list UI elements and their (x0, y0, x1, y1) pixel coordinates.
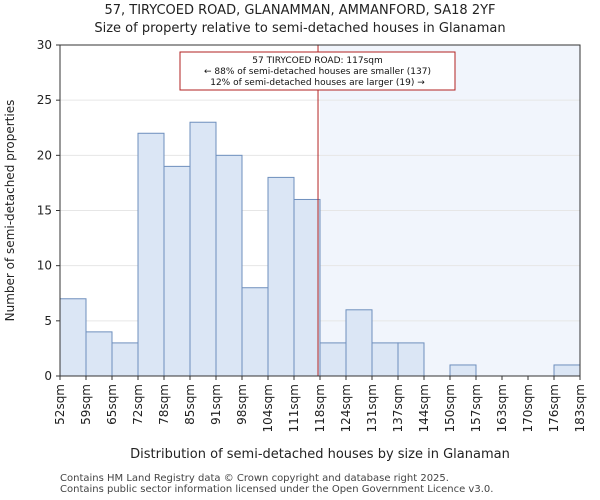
x-tick-label: 111sqm (287, 384, 301, 432)
bar (85, 331, 113, 377)
x-tick-label: 131sqm (365, 384, 379, 432)
bar (189, 121, 217, 377)
y-tick-label: 20 (37, 148, 52, 162)
bar (371, 342, 399, 377)
x-tick-label: 78sqm (157, 384, 171, 425)
y-tick-label: 25 (37, 93, 52, 107)
x-axis-label: Distribution of semi-detached houses by … (130, 447, 510, 462)
y-tick-label: 10 (37, 259, 52, 273)
x-tick-label: 176sqm (547, 384, 561, 432)
y-tick-label: 5 (44, 314, 52, 328)
y-tick-label: 15 (37, 204, 52, 218)
bar (345, 309, 373, 377)
bar (293, 198, 321, 377)
chart-subtitle: Size of property relative to semi-detach… (94, 21, 506, 36)
bar (215, 154, 243, 377)
x-tick-label: 157sqm (469, 384, 483, 432)
x-tick-label: 91sqm (209, 384, 223, 425)
annotation-box: 57 TIRYCOED ROAD: 117sqm ← 88% of semi-d… (179, 51, 456, 91)
annotation-line-2: ← 88% of semi-detached houses are smalle… (204, 67, 431, 77)
footer-line-2: Contains public sector information licen… (60, 484, 494, 495)
x-tick-label: 59sqm (79, 384, 93, 425)
x-tick-label: 170sqm (521, 384, 535, 432)
y-axis-label: Number of semi-detached properties (3, 100, 17, 322)
x-tick-label: 72sqm (131, 384, 145, 425)
x-tick-label: 118sqm (313, 384, 327, 432)
bar (241, 287, 269, 377)
chart-title: 57, TIRYCOED ROAD, GLANAMMAN, AMMANFORD,… (104, 3, 496, 18)
bar (319, 342, 347, 377)
x-tick-label: 183sqm (573, 384, 587, 432)
bar (449, 364, 477, 377)
x-tick-label: 85sqm (183, 384, 197, 425)
x-tick-label: 52sqm (53, 384, 67, 425)
annotation-line-3: 12% of semi-detached houses are larger (… (210, 78, 425, 88)
bar (267, 176, 295, 377)
bar (553, 364, 581, 377)
annotation-frame (179, 51, 456, 91)
plot-area: 0 5 10 15 20 25 30 52sqm 59sqm 65sqm 72sqm 78sqm 85… (3, 38, 587, 462)
y-tick-label: 0 (44, 369, 52, 383)
bar (111, 342, 139, 377)
x-tick-label: 65sqm (105, 384, 119, 425)
x-tick-label: 104sqm (261, 384, 275, 432)
bar (59, 298, 87, 377)
bar (163, 165, 191, 377)
bar (137, 132, 165, 377)
x-tick-label: 150sqm (443, 384, 457, 432)
bar (397, 342, 425, 377)
footer-line-1: Contains HM Land Registry data © Crown c… (60, 473, 449, 484)
x-tick-label: 124sqm (339, 384, 353, 432)
y-tick-label: 30 (37, 38, 52, 52)
x-tick-label: 98sqm (235, 384, 249, 425)
x-tick-label: 163sqm (495, 384, 509, 432)
annotation-line-1: 57 TIRYCOED ROAD: 117sqm (252, 56, 383, 66)
x-tick-label: 144sqm (417, 384, 431, 432)
x-tick-label: 137sqm (391, 384, 405, 432)
